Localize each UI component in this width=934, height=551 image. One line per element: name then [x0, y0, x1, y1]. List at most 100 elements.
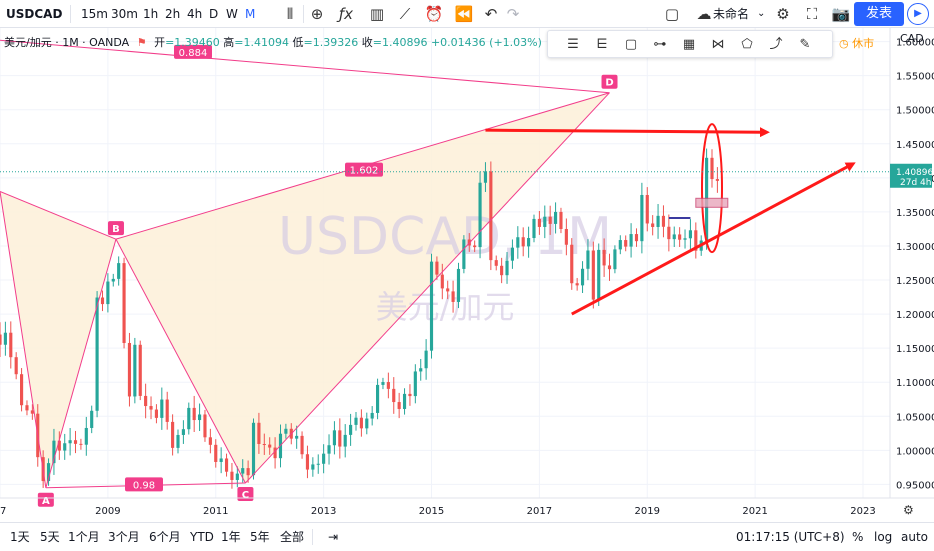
- percent-toggle[interactable]: %: [852, 530, 864, 544]
- draw-polygon-icon[interactable]: ⬠: [741, 37, 753, 52]
- candle-body: [710, 157, 714, 180]
- annotations[interactable]: [485, 123, 856, 316]
- ratio-label-bd-bg: [345, 162, 383, 177]
- candle-body: [251, 422, 256, 476]
- candle-body: [607, 265, 612, 270]
- interval-15m[interactable]: 15m: [81, 7, 108, 21]
- pattern-line-xd: [0, 39, 610, 94]
- legend-flag-icon[interactable]: ⚑: [136, 36, 147, 49]
- candle-body: [359, 417, 363, 429]
- candle-body: [570, 244, 574, 284]
- plot-background: [0, 28, 890, 522]
- fullscreen-icon[interactable]: ⛶: [806, 5, 818, 23]
- interval-1h[interactable]: 1h: [143, 7, 159, 21]
- interval-4h[interactable]: 4h: [187, 7, 203, 21]
- series-legend: 美元/加元 · 1M · OANDA ⚑ 开=1.39460 高=1.41094…: [4, 34, 542, 50]
- draw-pattern-icon[interactable]: ⋈: [711, 37, 725, 52]
- compare-plus-icon[interactable]: ⊕: [310, 5, 324, 23]
- candle-body: [451, 291, 455, 302]
- draw-lines-icon[interactable]: ☰: [567, 37, 579, 52]
- layout-select-icon[interactable]: ▢: [664, 5, 680, 23]
- log-toggle[interactable]: log: [874, 530, 893, 544]
- candle-body: [268, 444, 272, 448]
- candle-body: [629, 234, 633, 247]
- replay-icon[interactable]: ⏪: [454, 5, 474, 23]
- range-1y[interactable]: 1年: [221, 530, 241, 544]
- pattern-point-c: C: [237, 487, 254, 502]
- candle-body: [634, 234, 639, 242]
- candle-body: [46, 463, 51, 482]
- candle-body: [95, 297, 99, 411]
- templates-icon[interactable]: ▥: [369, 5, 385, 23]
- candle-body: [613, 249, 617, 270]
- candle-body: [591, 250, 595, 300]
- candle-body: [548, 216, 552, 224]
- candle-body: [456, 268, 461, 302]
- clock-time[interactable]: 01:17:15 (UTC+8): [736, 530, 845, 544]
- candle-body: [230, 471, 234, 480]
- play-icon[interactable]: ▶: [907, 3, 929, 25]
- current-price-countdown: 27d 4h: [900, 178, 931, 188]
- settings-gear-icon[interactable]: ⚙: [776, 5, 790, 23]
- range-5d[interactable]: 5天: [40, 530, 60, 544]
- current-price-tag-bg: [890, 163, 932, 188]
- candle-body: [365, 418, 369, 429]
- draw-levels-icon[interactable]: ⋿: [596, 37, 608, 52]
- candle-body: [30, 410, 34, 414]
- candle-body: [683, 238, 687, 240]
- candle-body: [257, 422, 261, 445]
- range-1d[interactable]: 1天: [10, 530, 30, 544]
- auto-toggle[interactable]: auto: [901, 530, 929, 544]
- undo-icon[interactable]: ↶: [484, 5, 498, 23]
- range-ytd[interactable]: YTD: [190, 530, 214, 544]
- candle-body: [176, 434, 180, 448]
- harmonic-pattern-lines[interactable]: A B C D 0.884 1.602 0.98: [0, 39, 618, 507]
- candle-body: [262, 444, 266, 446]
- draw-brush-icon[interactable]: ✎: [799, 37, 811, 52]
- candle-body: [656, 215, 660, 227]
- alert-clock-icon[interactable]: ⏰: [424, 5, 444, 23]
- goto-date-icon[interactable]: ⇥: [328, 530, 339, 544]
- candle-body: [624, 240, 628, 247]
- range-3m[interactable]: 3个月: [108, 530, 140, 544]
- draw-range-icon[interactable]: ⊶: [653, 37, 667, 52]
- interval-2h[interactable]: 2h: [165, 7, 181, 21]
- range-1m[interactable]: 1个月: [68, 530, 100, 544]
- indicators-fx-icon[interactable]: ƒx: [338, 5, 354, 23]
- candle-body: [413, 371, 417, 397]
- layout-name[interactable]: 未命名: [713, 7, 750, 21]
- candle-body: [246, 468, 250, 476]
- candle-body: [586, 250, 590, 269]
- chevron-down-icon[interactable]: ⌄: [757, 8, 766, 19]
- financials-icon[interactable]: ⟋: [399, 5, 411, 23]
- interval-d[interactable]: D: [209, 7, 219, 21]
- candle-body: [543, 216, 547, 227]
- candle-body: [90, 410, 94, 428]
- publish-button[interactable]: 发表: [854, 2, 904, 26]
- symbol-search[interactable]: USDCAD: [6, 7, 63, 21]
- price-tick-label: 1.10000: [896, 378, 934, 389]
- range-all[interactable]: 全部: [280, 530, 305, 544]
- redo-icon[interactable]: ↷: [506, 5, 520, 23]
- candle-body: [57, 440, 61, 451]
- draw-path-icon[interactable]: ⤴: [769, 37, 783, 52]
- time-axis[interactable]: 07 2009 2011 2013 2015 2017 2019 2021 2023: [0, 506, 876, 517]
- interval-30m[interactable]: 30m: [111, 7, 138, 21]
- draw-rectangle-icon[interactable]: ▢: [624, 37, 638, 52]
- draw-grid-icon[interactable]: ▦: [682, 37, 696, 52]
- candle-body: [311, 464, 315, 470]
- range-6m[interactable]: 6个月: [149, 530, 181, 544]
- candle-type-icon[interactable]: ⫴: [286, 5, 294, 23]
- price-tick-label: 1.45000: [896, 140, 934, 151]
- pattern-point-d-bg: [601, 74, 618, 89]
- interval-m[interactable]: M: [245, 7, 256, 21]
- candle-body: [694, 230, 698, 251]
- pattern-fill-xab: [0, 191, 116, 488]
- axis-settings-gear-icon[interactable]: ⚙: [903, 503, 914, 517]
- range-5y[interactable]: 5年: [250, 530, 270, 544]
- snapshot-camera-icon[interactable]: 📷: [831, 5, 851, 23]
- interval-w[interactable]: W: [226, 7, 238, 21]
- price-tick-label: 1.35000: [896, 208, 934, 219]
